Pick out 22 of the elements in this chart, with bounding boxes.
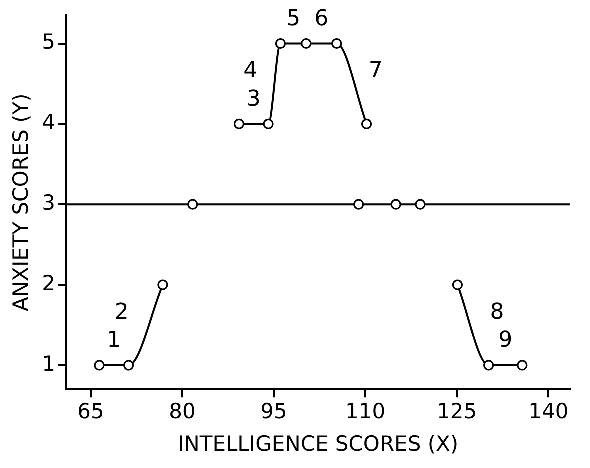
x-tick-label: 140 bbox=[528, 400, 569, 424]
x-tick-label: 125 bbox=[437, 400, 478, 424]
x-axis-title: INTELLIGENCE SCORES (X) bbox=[178, 432, 459, 456]
y-axis-title: ANXIETY SCORES (Y) bbox=[9, 94, 34, 312]
x-tick-label: 95 bbox=[260, 400, 288, 424]
y-tick-label: 3 bbox=[42, 191, 56, 216]
annotation: 3 bbox=[246, 86, 261, 112]
annotation: 5 bbox=[286, 6, 301, 32]
annotation: 7 bbox=[368, 58, 383, 84]
annotation: 8 bbox=[490, 300, 504, 325]
annotation: 1 bbox=[107, 328, 122, 354]
y-tick-label: 2 bbox=[42, 271, 56, 296]
x-tick-label: 65 bbox=[78, 400, 104, 424]
y-tick-label: 5 bbox=[42, 30, 56, 54]
annotation: 4 bbox=[244, 58, 258, 84]
y-tick-label: 1 bbox=[42, 352, 56, 376]
y-tick-label: 4 bbox=[42, 110, 56, 135]
annotation: 2 bbox=[114, 300, 129, 325]
x-tick-label: 110 bbox=[346, 400, 386, 424]
annotation: 9 bbox=[498, 328, 513, 354]
annotation: 6 bbox=[314, 6, 329, 32]
x-tick-label: 80 bbox=[169, 400, 196, 424]
